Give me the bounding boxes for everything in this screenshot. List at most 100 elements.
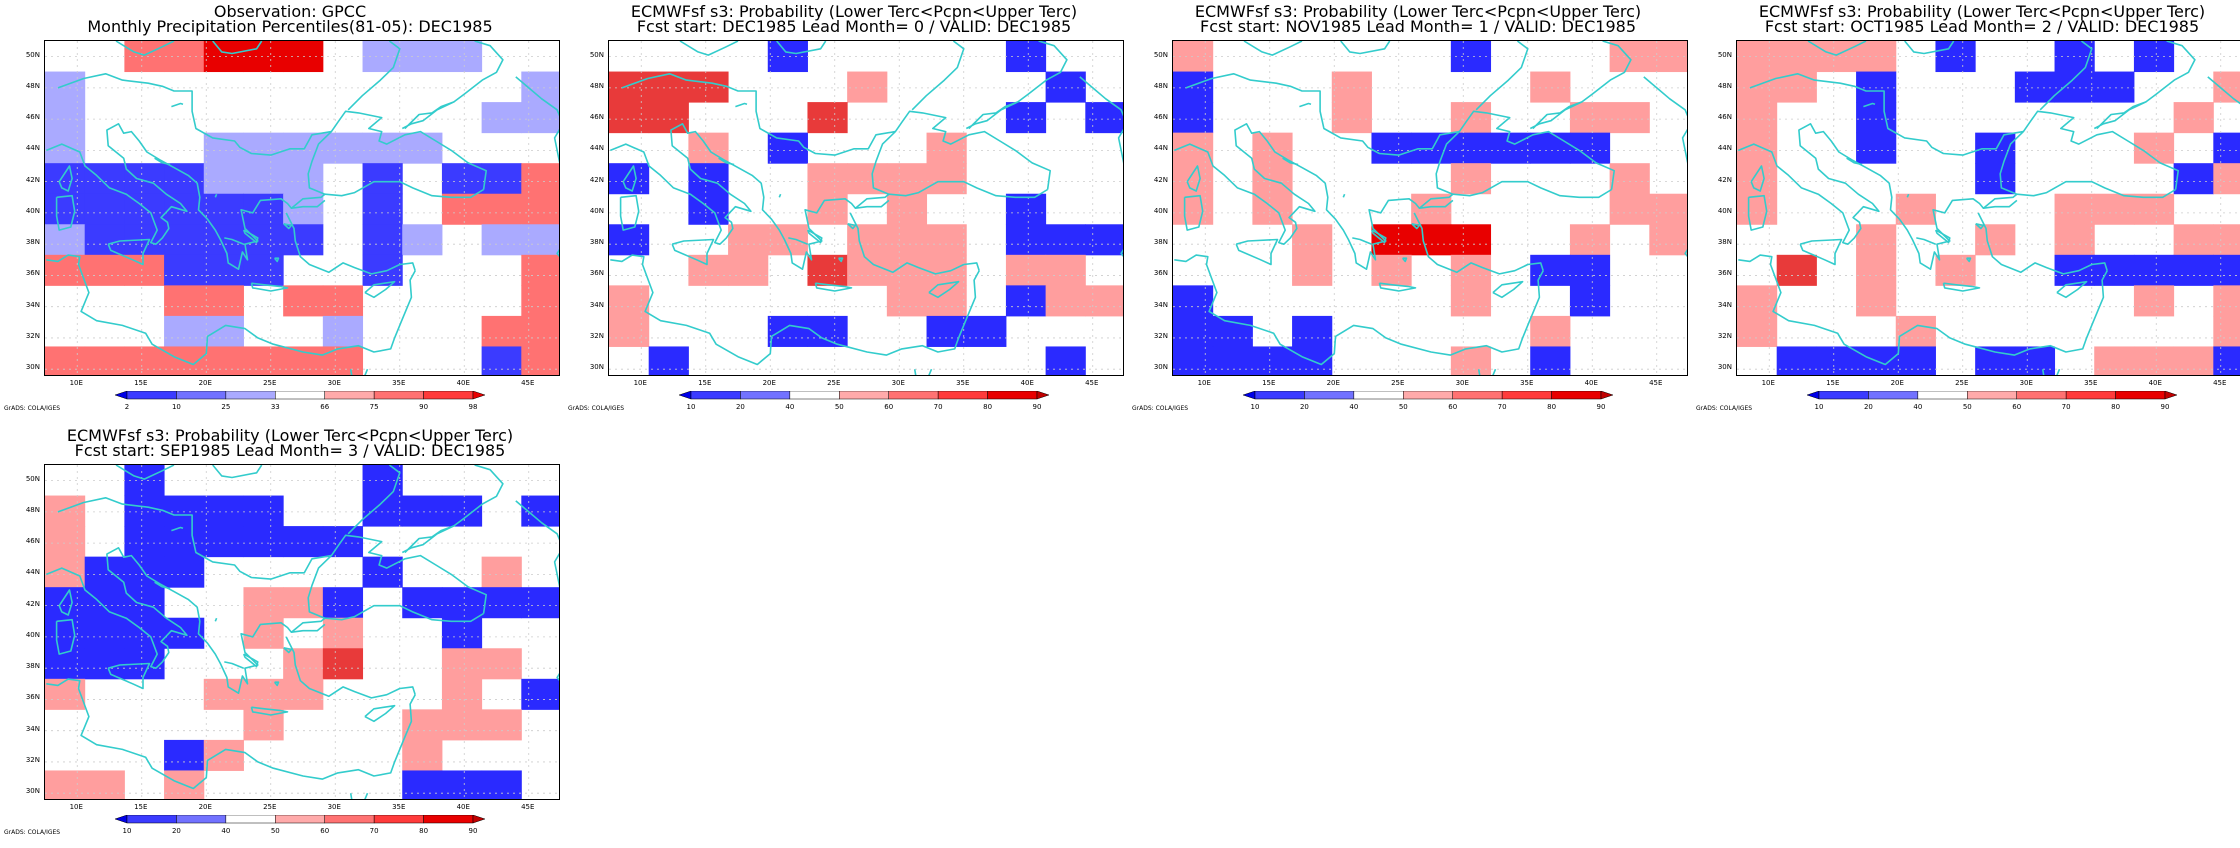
grid-cell xyxy=(2094,71,2135,103)
coastline xyxy=(1983,199,2018,209)
grid-cell xyxy=(2173,163,2214,195)
grid-cell xyxy=(1737,102,1778,134)
coastline xyxy=(556,672,559,682)
grid-cell xyxy=(609,224,650,256)
grid-cell xyxy=(2213,132,2240,164)
grid-cell xyxy=(1450,224,1492,256)
grid-cell xyxy=(521,678,559,710)
colorbar-label: 40 xyxy=(1913,403,1922,411)
colorbar-label: 40 xyxy=(1349,403,1358,411)
grid-cell xyxy=(1816,346,1857,375)
coastline xyxy=(1352,237,1372,245)
grid-cell xyxy=(1450,285,1492,317)
panel-title-line2: Fcst start: OCT1985 Lead Month= 2 / VALI… xyxy=(1764,17,2200,36)
coastline xyxy=(888,180,1049,199)
grid-cell xyxy=(84,556,125,588)
grid-cell xyxy=(1776,346,1817,375)
map-canvas xyxy=(1173,41,1687,375)
lat-tick-label: 46N xyxy=(1153,113,1168,122)
grid-cell xyxy=(203,526,244,558)
grid-cell xyxy=(1856,102,1897,134)
grid-cell xyxy=(886,193,928,225)
lat-tick-label: 36N xyxy=(25,693,40,702)
colorbar-segment xyxy=(888,391,939,400)
colorbar-label: 50 xyxy=(835,403,844,411)
grid-cell xyxy=(45,71,86,103)
grid-cell xyxy=(203,346,244,375)
lat-tick-label: 50N xyxy=(25,474,40,483)
coastline xyxy=(1916,237,1936,245)
lon-tick-label: 40E xyxy=(2148,379,2162,387)
grid-cell xyxy=(1173,346,1214,375)
grid-cell xyxy=(283,224,324,256)
panel-title-line2: Fcst start: SEP1985 Lead Month= 3 / VALI… xyxy=(74,441,506,460)
map-frame xyxy=(608,40,1124,376)
grid-cell xyxy=(1371,224,1412,256)
coastline xyxy=(610,254,980,366)
grid-cell xyxy=(1173,71,1214,103)
coastline xyxy=(307,534,488,619)
colorbar-label: 25 xyxy=(221,403,230,411)
grid-cell xyxy=(521,193,559,225)
lon-tick-label: 25E xyxy=(1955,379,1969,387)
coastline xyxy=(364,792,369,799)
coastline xyxy=(242,229,259,244)
lat-tick-label: 42N xyxy=(1153,175,1168,184)
coastline xyxy=(171,526,184,532)
grid-cell xyxy=(966,315,1007,347)
colorbar-segment xyxy=(1036,391,1050,400)
coastline xyxy=(364,280,396,299)
grid-cell xyxy=(1292,254,1333,286)
grid-cell xyxy=(481,224,522,256)
grid-cell xyxy=(84,193,125,225)
lon-tick-label: 25E xyxy=(1391,379,1405,387)
map-panel-obs: Observation: GPCC Monthly Precipitation P… xyxy=(4,0,560,424)
lat-tick-label: 40N xyxy=(1717,206,1732,215)
grid-cell xyxy=(926,254,967,286)
coastline xyxy=(214,617,218,622)
grid-cell xyxy=(2054,224,2095,256)
map-panel-lead0: ECMWFsf s3: Probability (Lower Terc<Pcpn… xyxy=(568,0,1124,424)
grid-cell xyxy=(362,163,403,195)
coastline xyxy=(911,41,965,111)
map-canvas xyxy=(45,41,559,375)
colorbar-segment xyxy=(176,391,227,400)
colorbar: 2 10 25 33 66 75 90 98 xyxy=(114,391,486,411)
lon-tick-label: 35E xyxy=(2084,379,2098,387)
grid-cell xyxy=(402,770,443,799)
grid-cell xyxy=(1252,163,1293,195)
grid-cell xyxy=(481,193,522,225)
colorbar-label: 10 xyxy=(687,403,696,411)
grid-cell xyxy=(1975,163,2016,195)
coastline xyxy=(347,465,401,535)
grid-cell xyxy=(84,163,125,195)
grid-cell xyxy=(203,224,244,256)
colorbar-segment xyxy=(678,391,692,400)
map-frame xyxy=(44,40,560,376)
grid-cell xyxy=(609,71,650,103)
coastline xyxy=(364,704,396,723)
grid-cell xyxy=(124,526,165,558)
grid-cell xyxy=(926,163,967,195)
coastline xyxy=(1684,248,1687,258)
grid-cell xyxy=(521,285,559,317)
lat-tick-label: 34N xyxy=(25,724,40,733)
grid-cell xyxy=(847,71,888,103)
coastline xyxy=(1863,102,1876,108)
grid-cell xyxy=(2054,254,2095,286)
colorbar-segment xyxy=(176,815,227,824)
grads-credit: GrADS: COLA/IGES xyxy=(4,405,61,412)
coastline xyxy=(1904,41,1955,55)
grid-cell xyxy=(402,587,443,619)
lon-tick-label: 30E xyxy=(1455,379,1469,387)
grid-cell xyxy=(1085,224,1123,256)
grid-cell xyxy=(609,285,650,317)
colorbar-segment xyxy=(1452,391,1503,400)
coastline xyxy=(324,604,485,623)
grid-cell xyxy=(609,102,650,134)
grid-cell xyxy=(926,315,967,347)
coastline xyxy=(1282,157,1299,166)
lat-tick-label: 30N xyxy=(1717,363,1732,372)
coastline xyxy=(2039,41,2093,111)
colorbar-segment xyxy=(114,815,128,824)
